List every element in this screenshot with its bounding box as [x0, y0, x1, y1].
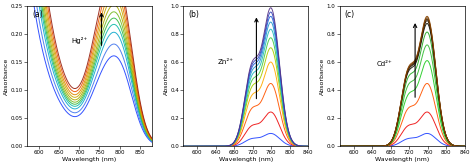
Text: Hg²⁺: Hg²⁺ — [71, 37, 88, 44]
Y-axis label: Absorbance: Absorbance — [164, 58, 169, 95]
Text: (b): (b) — [188, 10, 199, 19]
Text: (c): (c) — [345, 10, 355, 19]
Text: Cd²⁺: Cd²⁺ — [377, 61, 392, 67]
Y-axis label: Absorbance: Absorbance — [4, 58, 9, 95]
X-axis label: Wavelength (nm): Wavelength (nm) — [219, 157, 273, 162]
X-axis label: Wavelength (nm): Wavelength (nm) — [375, 157, 429, 162]
Text: Zn²⁺: Zn²⁺ — [218, 59, 234, 65]
Text: (a): (a) — [32, 10, 43, 19]
X-axis label: Wavelength (nm): Wavelength (nm) — [62, 157, 117, 162]
Y-axis label: Absorbance: Absorbance — [320, 58, 326, 95]
